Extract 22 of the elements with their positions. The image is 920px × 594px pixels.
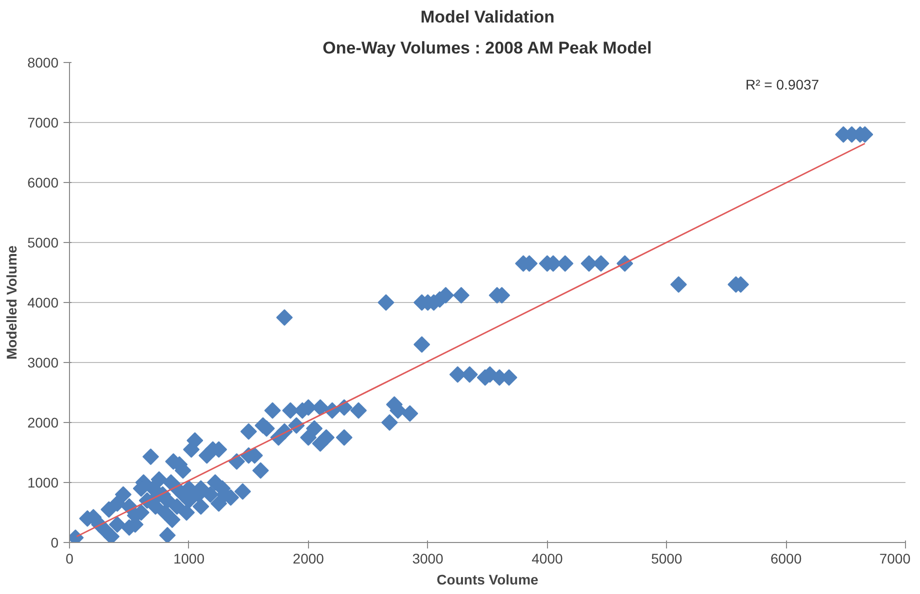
x-tick-label: 1000 [173, 550, 205, 566]
x-tick-label: 2000 [292, 550, 324, 566]
y-tick-label: 1000 [27, 474, 59, 490]
x-tick-label: 0 [66, 550, 74, 566]
x-axis-title: Counts Volume [436, 572, 539, 588]
chart-subtitle: One-Way Volumes : 2008 AM Peak Model [322, 38, 652, 58]
y-tick-label: 4000 [27, 294, 59, 310]
y-tick-label: 0 [50, 534, 59, 550]
y-axis-title: Modelled Volume [3, 245, 20, 360]
annotation: R² = 0.9037 [746, 76, 820, 92]
y-tick-label: 3000 [27, 354, 59, 370]
y-tick-label: 2000 [27, 414, 59, 430]
y-tick-label: 8000 [27, 54, 59, 70]
chart-title: Model Validation [420, 8, 555, 26]
x-tick-label: 6000 [770, 550, 802, 566]
y-tick-label: 6000 [27, 174, 59, 190]
x-tick-label: 7000 [879, 550, 911, 566]
y-tick-label: 5000 [27, 234, 59, 250]
y-tick-label: 7000 [27, 114, 59, 130]
x-tick-label: 3000 [412, 550, 444, 566]
x-tick-label: 4000 [532, 550, 563, 566]
x-tick-label: 5000 [651, 550, 682, 566]
